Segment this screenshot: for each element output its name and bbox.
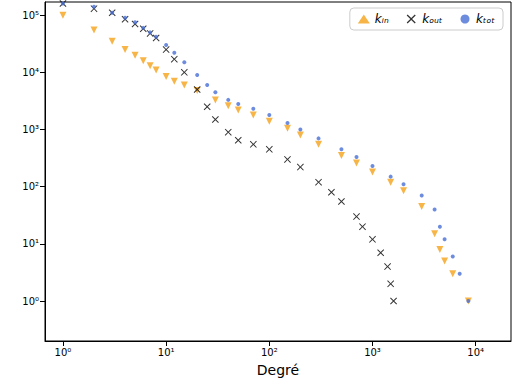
svg-text:10³: 10³ <box>22 124 39 135</box>
svg-text:kᵢₙ: kᵢₙ <box>375 12 389 26</box>
svg-text:10¹: 10¹ <box>22 238 39 249</box>
svg-text:10²: 10² <box>22 181 39 192</box>
svg-text:10¹: 10¹ <box>158 347 175 358</box>
svg-text:Degré: Degré <box>257 362 299 378</box>
svg-text:kₒᵤₜ: kₒᵤₜ <box>422 12 443 26</box>
svg-text:10³: 10³ <box>364 347 381 358</box>
svg-text:kₜₒₜ: kₜₒₜ <box>476 12 495 26</box>
svg-text:10⁵: 10⁵ <box>22 10 39 21</box>
svg-text:10²: 10² <box>261 347 278 358</box>
svg-text:10⁴: 10⁴ <box>467 347 484 358</box>
svg-text:10⁰: 10⁰ <box>22 296 39 307</box>
svg-text:10⁰: 10⁰ <box>55 347 72 358</box>
svg-text:10⁴: 10⁴ <box>22 67 39 78</box>
